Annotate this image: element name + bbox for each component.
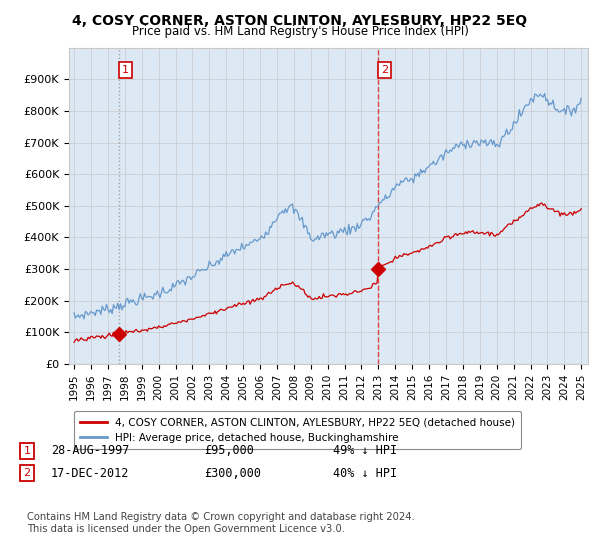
Text: 17-DEC-2012: 17-DEC-2012: [51, 466, 130, 480]
Text: 28-AUG-1997: 28-AUG-1997: [51, 444, 130, 458]
Text: 2: 2: [381, 65, 388, 74]
Text: 49% ↓ HPI: 49% ↓ HPI: [333, 444, 397, 458]
Text: 40% ↓ HPI: 40% ↓ HPI: [333, 466, 397, 480]
Text: £300,000: £300,000: [204, 466, 261, 480]
Text: 4, COSY CORNER, ASTON CLINTON, AYLESBURY, HP22 5EQ: 4, COSY CORNER, ASTON CLINTON, AYLESBURY…: [73, 14, 527, 28]
Text: Contains HM Land Registry data © Crown copyright and database right 2024.
This d: Contains HM Land Registry data © Crown c…: [27, 512, 415, 534]
Text: 1: 1: [23, 446, 31, 456]
Text: £95,000: £95,000: [204, 444, 254, 458]
Text: 1: 1: [122, 65, 129, 74]
Text: Price paid vs. HM Land Registry's House Price Index (HPI): Price paid vs. HM Land Registry's House …: [131, 25, 469, 38]
Text: 2: 2: [23, 468, 31, 478]
Legend: 4, COSY CORNER, ASTON CLINTON, AYLESBURY, HP22 5EQ (detached house), HPI: Averag: 4, COSY CORNER, ASTON CLINTON, AYLESBURY…: [74, 411, 521, 449]
